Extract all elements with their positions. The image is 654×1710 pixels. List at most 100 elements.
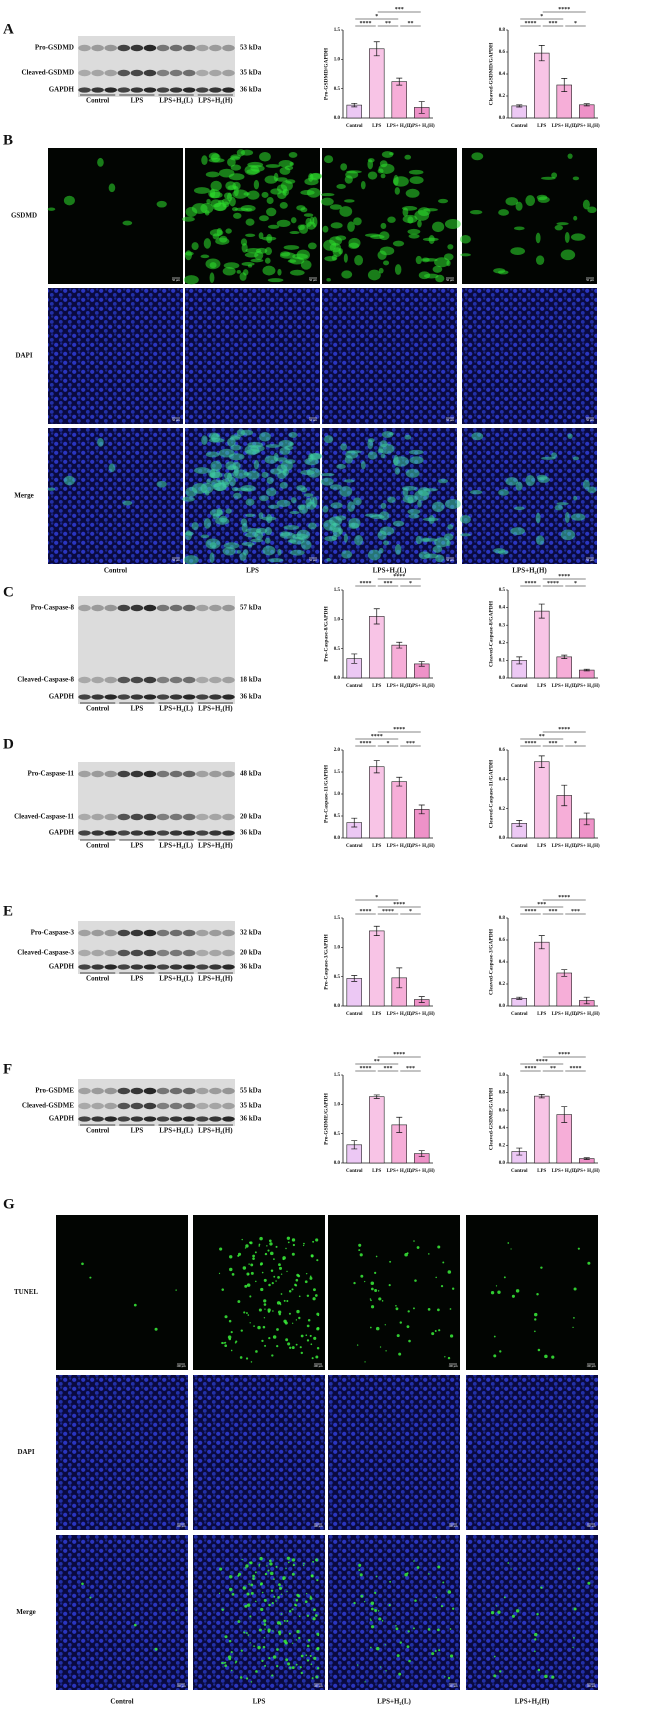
green-signal: [239, 1676, 243, 1679]
error-bar: [583, 812, 590, 826]
group-label: LPS+H₂(L): [159, 705, 193, 713]
blot-band: [143, 694, 157, 700]
group-label: LPS+H₂(H): [198, 705, 233, 713]
blot-band: [182, 1087, 196, 1095]
band-label: Pro-Caspase-8: [31, 604, 75, 612]
blot-band: [91, 69, 104, 77]
green-signal: [358, 1249, 361, 1252]
column-label: LPS+H₂(L): [377, 1698, 411, 1706]
green-signal: [316, 1579, 319, 1582]
blot-band: [169, 69, 183, 77]
green-signal: [292, 1563, 296, 1567]
green-signal: [499, 1670, 502, 1673]
green-signal: [133, 1303, 137, 1307]
blot-band: [117, 87, 131, 93]
x-tick-label: LPS+ H₂(H): [574, 1169, 600, 1174]
green-signal: [291, 1238, 296, 1242]
green-signal: [379, 160, 388, 168]
green-signal: [537, 476, 550, 483]
blot-band: [91, 830, 104, 836]
green-signal: [370, 1619, 372, 1622]
green-signal: [381, 1300, 384, 1302]
y-tick-label: 0.0: [499, 116, 506, 121]
green-signal: [209, 542, 217, 549]
scale-bar-label: 100 μm: [313, 1364, 323, 1368]
significance-label: ****: [525, 21, 537, 27]
green-signal: [291, 1558, 296, 1562]
green-signal: [250, 1681, 253, 1683]
green-signal: [525, 475, 536, 486]
blot-band: [143, 964, 157, 970]
green-signal: [280, 1613, 283, 1615]
y-tick-label: 0.2: [499, 1144, 506, 1149]
significance-label: ****: [558, 727, 570, 733]
green-signal: [443, 533, 454, 541]
green-signal: [275, 1600, 277, 1602]
band-size: 36 kDa: [240, 693, 262, 701]
green-signal: [182, 216, 195, 222]
green-signal: [326, 278, 331, 282]
blot-band: [209, 949, 222, 957]
green-signal: [282, 1256, 286, 1260]
blot-band: [130, 676, 144, 684]
green-signal: [341, 550, 353, 559]
green-signal: [208, 158, 225, 163]
blot-band: [104, 1116, 117, 1122]
green-signal: [394, 467, 400, 475]
y-tick-label: 1.0: [334, 57, 341, 62]
green-signal: [388, 1284, 391, 1287]
blot-band: [209, 1116, 222, 1122]
green-signal: [291, 1288, 294, 1291]
blot-background: [78, 921, 235, 974]
green-signal: [371, 1287, 374, 1291]
green-signal: [296, 485, 306, 491]
blot-band: [117, 949, 131, 957]
green-signal: [249, 1241, 252, 1244]
green-signal: [221, 1288, 224, 1291]
significance-label: ****: [360, 581, 372, 587]
green-signal: [311, 1677, 314, 1680]
green-signal: [259, 1236, 263, 1241]
y-tick-label: 1.0: [334, 945, 341, 950]
green-signal: [377, 1290, 380, 1292]
y-tick-label: 0.5: [334, 814, 341, 819]
x-tick-label: LPS+ H₂(H): [409, 844, 435, 849]
blot-band: [196, 1102, 209, 1110]
green-signal: [316, 1646, 320, 1650]
significance-label: ***: [406, 1066, 415, 1072]
green-signal: [316, 1259, 319, 1262]
green-signal: [300, 260, 312, 270]
green-signal: [447, 1356, 451, 1360]
green-signal: [228, 1657, 232, 1661]
green-signal: [447, 524, 454, 530]
green-signal: [404, 1572, 408, 1577]
green-signal: [459, 234, 471, 244]
blot-band: [182, 813, 196, 821]
green-signal: [389, 152, 394, 156]
green-signal: [272, 1310, 274, 1312]
x-tick-label: Control: [511, 844, 528, 849]
micrograph: [466, 1535, 598, 1690]
column-label: LPS+H₂(L): [373, 567, 407, 575]
green-signal: [345, 170, 359, 179]
green-signal: [291, 1252, 295, 1256]
green-signal: [427, 1308, 431, 1311]
green-signal: [407, 1310, 410, 1313]
green-signal: [63, 195, 75, 206]
green-signal: [567, 153, 573, 159]
green-signal: [287, 259, 297, 263]
green-signal: [564, 232, 570, 244]
green-signal: [229, 476, 236, 487]
green-signal: [222, 266, 236, 276]
green-signal: [268, 1559, 272, 1563]
x-tick-label: LPS+ H₂(H): [574, 684, 600, 689]
green-signal: [505, 477, 519, 486]
green-signal: [237, 1572, 242, 1576]
green-signal: [396, 1334, 400, 1338]
green-signal: [305, 217, 312, 227]
green-signal: [309, 1596, 313, 1600]
green-signal: [427, 1253, 430, 1255]
green-signal: [208, 189, 221, 199]
green-signal: [298, 224, 309, 234]
green-signal: [218, 448, 235, 458]
